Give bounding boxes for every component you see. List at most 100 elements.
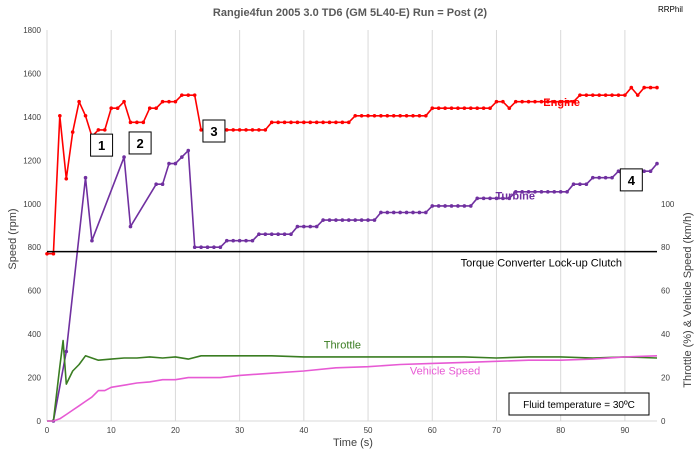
y2-tick-label-4: 80 — [661, 243, 670, 252]
annotation-box-1 — [90, 133, 114, 157]
point-engine-51 — [372, 114, 377, 118]
point-turbine-67 — [546, 190, 550, 194]
point-engine-55 — [398, 114, 402, 118]
series-label-throttle: Throttle — [324, 340, 361, 352]
point-engine-10 — [109, 106, 114, 110]
chart-credit: RRPhil — [658, 5, 683, 14]
y-tick-label-0: 0 — [37, 417, 42, 426]
point-turbine-48 — [424, 210, 428, 215]
y2-tick-label-1: 20 — [661, 374, 670, 383]
point-turbine-46 — [411, 210, 415, 215]
point-turbine-12 — [192, 245, 197, 250]
point-turbine-59 — [494, 196, 499, 201]
reference-line: Torque Converter Lock-up Clutch — [47, 250, 657, 270]
point-turbine-29 — [302, 224, 306, 229]
point-engine-74 — [520, 99, 524, 104]
point-engine-8 — [96, 128, 101, 132]
point-turbine-58 — [488, 196, 492, 201]
point-engine-39 — [295, 120, 300, 125]
point-turbine-32 — [321, 218, 325, 222]
point-turbine-34 — [334, 218, 338, 222]
point-engine-63 — [449, 106, 454, 110]
point-engine-5 — [77, 99, 81, 104]
point-engine-37 — [282, 120, 287, 125]
y-tick-label-7: 1400 — [23, 113, 41, 122]
point-turbine-16 — [218, 245, 223, 250]
x-tick-label-5: 50 — [364, 426, 373, 435]
point-engine-61 — [436, 106, 441, 110]
point-turbine-77 — [610, 175, 614, 180]
point-engine-58 — [417, 114, 422, 118]
point-turbine-28 — [295, 224, 300, 229]
point-engine-46 — [340, 120, 345, 125]
annotations: 1 2 3 4 — [90, 119, 643, 192]
point-engine-4 — [70, 130, 75, 134]
point-turbine-56 — [475, 196, 480, 201]
point-engine-91 — [629, 85, 634, 90]
point-turbine-64 — [526, 190, 531, 194]
point-engine-62 — [443, 106, 447, 110]
point-turbine-42 — [385, 210, 390, 215]
point-turbine-53 — [456, 204, 460, 208]
point-engine-6 — [83, 114, 88, 118]
point-turbine-35 — [340, 218, 345, 222]
point-engine-9 — [102, 128, 107, 132]
point-engine-0 — [45, 251, 49, 256]
grid — [46, 30, 657, 422]
point-turbine-23 — [263, 232, 268, 236]
point-engine-59 — [424, 114, 428, 118]
annotation-box-2 — [128, 131, 152, 155]
note-text: Fluid temperature = 30ºC — [523, 400, 635, 411]
point-engine-15 — [141, 120, 146, 125]
point-engine-49 — [359, 114, 364, 118]
point-turbine-4 — [122, 155, 126, 159]
x-tick-label-2: 20 — [171, 426, 180, 435]
point-engine-35 — [269, 120, 274, 125]
y-tick-label-4: 800 — [28, 243, 42, 252]
point-turbine-33 — [327, 218, 332, 222]
point-turbine-72 — [578, 182, 582, 187]
point-turbine-49 — [430, 204, 435, 208]
point-turbine-22 — [257, 232, 261, 236]
point-engine-16 — [147, 106, 152, 110]
point-turbine-84 — [655, 161, 659, 166]
point-engine-20 — [173, 99, 178, 104]
point-turbine-10 — [180, 155, 184, 159]
line-throttle — [47, 339, 658, 422]
point-turbine-51 — [443, 204, 447, 208]
point-engine-3 — [64, 176, 69, 181]
point-turbine-14 — [205, 245, 210, 250]
series-label-engine: Engine — [543, 97, 580, 109]
point-engine-42 — [314, 120, 319, 125]
x-tick-label-0: 0 — [45, 426, 50, 435]
point-engine-90 — [623, 93, 627, 97]
series-turbine: Turbine — [51, 148, 659, 423]
point-turbine-31 — [314, 224, 319, 229]
point-engine-64 — [456, 106, 460, 110]
point-turbine-54 — [462, 204, 467, 208]
point-turbine-11 — [186, 148, 191, 153]
point-engine-53 — [385, 114, 390, 118]
point-turbine-27 — [289, 232, 293, 236]
point-engine-81 — [565, 99, 569, 104]
x-tick-label-4: 40 — [299, 426, 308, 435]
point-turbine-50 — [436, 204, 441, 208]
point-engine-22 — [186, 93, 191, 97]
point-engine-54 — [391, 114, 396, 118]
point-engine-18 — [160, 99, 165, 104]
x-tick-label-8: 80 — [556, 426, 565, 435]
point-engine-57 — [411, 114, 415, 118]
y-tick-label-2: 400 — [28, 330, 42, 339]
annotation-box-4 — [619, 168, 643, 192]
point-engine-28 — [224, 128, 229, 132]
y-tick-label-1: 200 — [28, 374, 42, 383]
point-engine-12 — [122, 99, 126, 104]
line-engine — [47, 86, 657, 255]
point-turbine-69 — [558, 190, 563, 194]
y-axis-ticks: 0 200 400 600 800 1000 1200 1400 1600 1800 — [23, 26, 41, 426]
point-engine-48 — [353, 114, 358, 118]
series-throttle: Throttle — [47, 339, 658, 422]
point-engine-65 — [462, 106, 467, 110]
point-engine-56 — [404, 114, 409, 118]
